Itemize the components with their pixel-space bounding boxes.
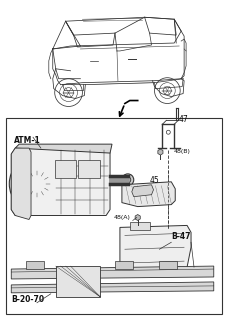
- Polygon shape: [11, 266, 214, 279]
- Circle shape: [33, 180, 41, 188]
- Bar: [130, 222, 150, 230]
- Text: 48(A): 48(A): [114, 215, 131, 220]
- Polygon shape: [120, 225, 191, 272]
- Bar: [26, 261, 44, 269]
- Bar: [56, 266, 100, 297]
- Circle shape: [125, 177, 131, 183]
- Polygon shape: [11, 148, 110, 215]
- Bar: [6, 118, 222, 314]
- Text: 45: 45: [150, 176, 159, 185]
- Text: 48(B): 48(B): [173, 149, 190, 154]
- Text: B-20-70: B-20-70: [11, 295, 44, 304]
- Polygon shape: [11, 148, 31, 220]
- Polygon shape: [11, 282, 214, 293]
- Polygon shape: [15, 144, 112, 153]
- Polygon shape: [158, 149, 163, 155]
- Text: ATM-1: ATM-1: [14, 136, 41, 145]
- Text: 47: 47: [178, 115, 188, 124]
- Polygon shape: [122, 182, 175, 207]
- Polygon shape: [135, 214, 140, 220]
- Bar: [115, 261, 133, 269]
- Circle shape: [9, 156, 65, 212]
- Bar: [159, 261, 177, 269]
- Text: B-47: B-47: [171, 232, 191, 241]
- Bar: [79, 160, 100, 178]
- Circle shape: [122, 174, 134, 186]
- Circle shape: [22, 169, 52, 199]
- Polygon shape: [132, 185, 153, 197]
- Bar: [55, 160, 76, 178]
